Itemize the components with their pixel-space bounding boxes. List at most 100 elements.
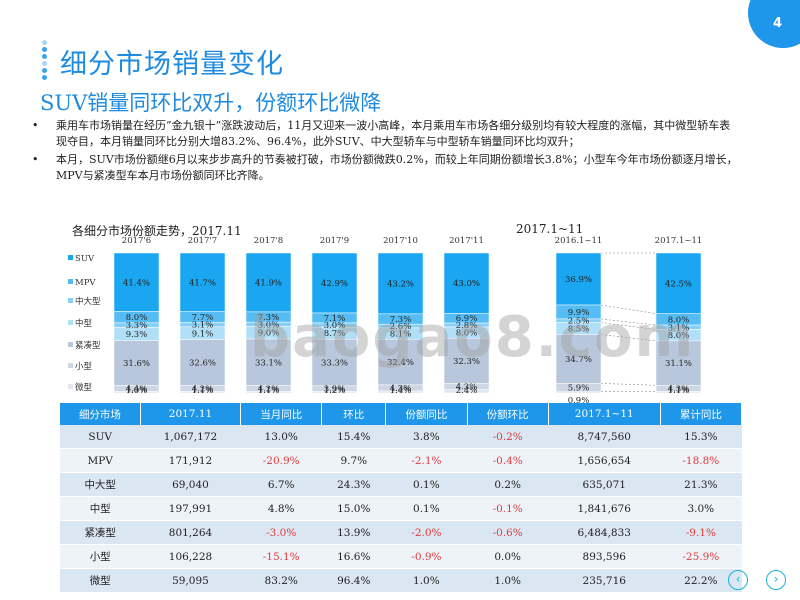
data-label: 4.3% <box>456 383 478 393</box>
bar-segment <box>443 337 490 384</box>
table-cell: 3.0% <box>660 496 742 521</box>
legend-label: 中大型 <box>75 296 101 307</box>
table-cell: 635,071 <box>548 472 661 497</box>
data-label: 41.4% <box>123 278 150 288</box>
table-cell: -15.1% <box>240 544 322 569</box>
connector-line <box>600 322 657 330</box>
bar-segment <box>311 339 358 387</box>
table-cell: 1.0% <box>385 568 468 593</box>
data-label: 41.7% <box>189 278 216 288</box>
table-cell: -0.2% <box>467 425 549 449</box>
table-cell: 235,716 <box>548 568 661 593</box>
category-label: 2017.1~11 <box>655 236 703 246</box>
table-cell: 83.2% <box>240 568 322 593</box>
connector-line <box>600 383 657 386</box>
data-label: 0.9% <box>568 396 590 406</box>
data-label: 3.0% <box>324 321 346 331</box>
table-header-cell: 当月同比 <box>240 403 323 425</box>
data-label: 7.3% <box>390 315 412 325</box>
table-cell: 9.7% <box>321 448 386 473</box>
bar-segment <box>245 338 292 386</box>
chart-title-right: 2017.1~11 <box>516 222 584 236</box>
table-cell: -20.9% <box>240 448 322 473</box>
table-header-cell: 份额同比 <box>385 403 468 425</box>
table-cell: 小型 <box>60 544 141 569</box>
data-label: 3.9% <box>324 385 346 395</box>
bar-segment <box>311 391 358 394</box>
legend-label: MPV <box>75 278 96 288</box>
table-header-cell: 累计同比 <box>660 403 743 425</box>
table-header-row: 细分市场 2017.11 当月同比 环比 份额同比 份额环比 2017.1~11 累计同比 <box>60 403 743 425</box>
table-cell: 0.2% <box>467 472 549 497</box>
connector-line <box>600 334 657 342</box>
data-label: 2.5% <box>568 317 590 327</box>
bar-segment <box>655 391 702 394</box>
data-label: 43.0% <box>453 279 480 289</box>
table-cell: 0.1% <box>385 472 468 497</box>
bar-segment <box>245 391 292 394</box>
bar-segment <box>113 391 160 394</box>
table-cell: -9.1% <box>660 520 742 545</box>
data-label: 1.0% <box>126 386 148 396</box>
bar-segment <box>113 252 160 312</box>
table-row: 小型 106,228 -15.1% 16.6% -0.9% 0.0% 893,596 -25.… <box>60 544 742 569</box>
table-cell: 15.0% <box>321 496 386 521</box>
data-label: 32.3% <box>453 357 480 367</box>
table-cell: -3.0% <box>240 520 322 545</box>
category-label: 2017'11 <box>449 236 484 246</box>
legend-swatch <box>68 320 73 325</box>
table-cell: 171,912 <box>140 448 241 473</box>
data-label: 41.9% <box>255 278 282 288</box>
bar-segment <box>179 339 226 386</box>
table-row: SUV 1,067,172 13.0% 15.4% 3.8% -0.2% 8,747,560… <box>60 425 742 449</box>
table-cell: -0.4% <box>467 448 549 473</box>
table-cell: 1,656,654 <box>548 448 661 473</box>
legend-label: 小型 <box>75 361 93 372</box>
data-label: 4.3% <box>668 384 690 394</box>
data-label: 3.0% <box>258 320 280 330</box>
legend-label: 中型 <box>75 318 93 329</box>
data-label: 3.1% <box>668 323 690 333</box>
table-cell: 21.3% <box>660 472 742 497</box>
table-cell: -25.9% <box>660 544 742 569</box>
data-label: 7.1% <box>324 314 346 324</box>
prev-page-button[interactable]: ‹ <box>728 570 748 590</box>
table-cell: 3.8% <box>385 425 468 449</box>
legend-swatch <box>68 342 73 347</box>
data-label: 8.0% <box>126 313 148 323</box>
table-cell: 801,264 <box>140 520 241 545</box>
table-cell: 6,484,833 <box>548 520 661 545</box>
table-cell: 中型 <box>60 496 141 521</box>
table-cell: 893,596 <box>548 544 661 569</box>
table-cell: -0.9% <box>385 544 468 569</box>
data-label: 5.9% <box>568 384 590 394</box>
bullet-list: 乘用车市场销量在经历”金九银十”涨跌波动后，11月又迎来一波小高峰，本月乘用车市… <box>30 118 740 186</box>
table-cell: 中大型 <box>60 472 141 497</box>
table-cell: 0.0% <box>467 544 549 569</box>
data-label: 1.1% <box>192 386 214 396</box>
data-label: 8.0% <box>668 315 690 325</box>
data-label: 8.0% <box>456 329 478 339</box>
category-label: 2017'10 <box>383 236 418 246</box>
bar-segment <box>555 252 602 306</box>
table-cell: 1,841,676 <box>548 496 661 521</box>
legend-label: 紧凑型 <box>75 340 101 351</box>
data-label: 1.1% <box>668 386 690 396</box>
legend-label: 微型 <box>75 382 93 393</box>
data-label: 1.1% <box>258 386 280 396</box>
bullet-item: 乘用车市场销量在经历”金九银十”涨跌波动后，11月又迎来一波小高峰，本月乘用车市… <box>30 118 740 150</box>
data-label: 3.3% <box>126 321 148 331</box>
bar-segment <box>443 389 490 394</box>
table-header-cell: 环比 <box>321 403 387 425</box>
bullet-item: 本月，SUV市场份额继6月以来步步高升的节奏被打破，市场份额微跌0.2%，而较上… <box>30 152 740 184</box>
table-cell: 59,095 <box>140 568 241 593</box>
data-label: 32.4% <box>387 358 414 368</box>
data-label: 31.6% <box>123 359 150 369</box>
data-label: 9.0% <box>258 329 280 339</box>
next-page-button[interactable]: › <box>766 570 786 590</box>
data-label: 2.4% <box>456 386 478 396</box>
data-label: 33.3% <box>321 359 348 369</box>
data-label: 8.7% <box>324 329 346 339</box>
bar-segment <box>377 390 424 394</box>
connector-line <box>600 304 657 314</box>
